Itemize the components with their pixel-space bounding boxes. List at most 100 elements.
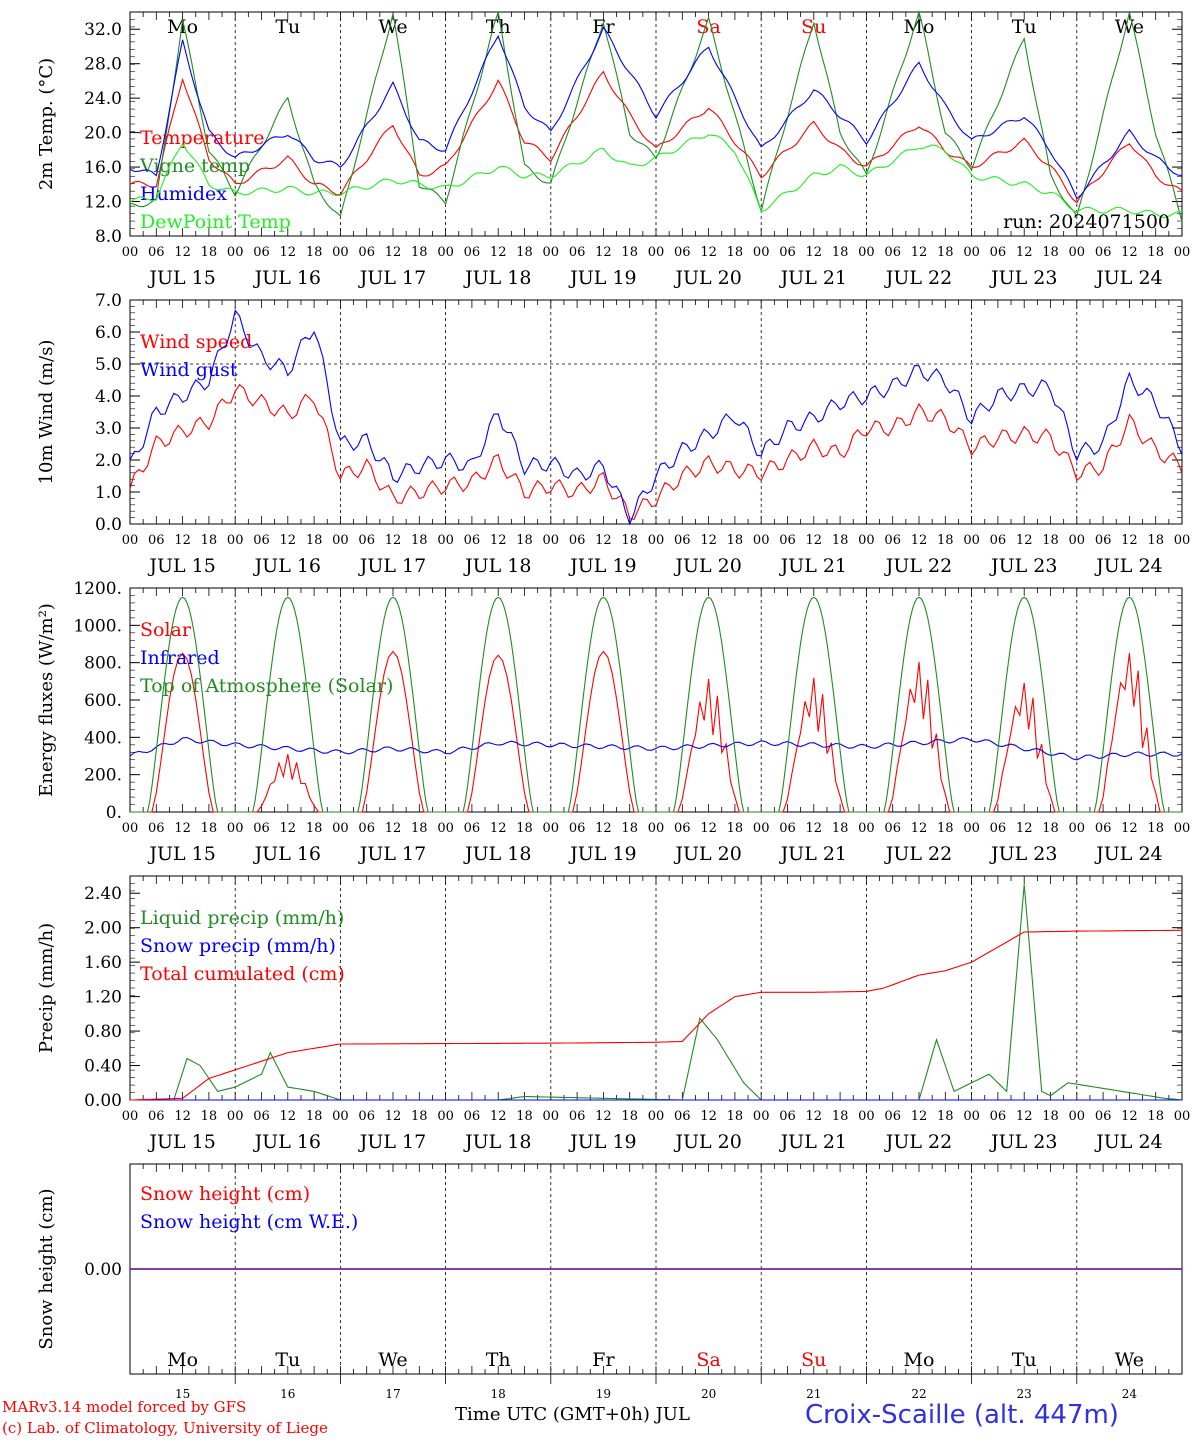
series-total-cumulated-cm [129, 929, 1182, 1101]
y-tick-label: 2.40 [84, 884, 122, 904]
hour-tick-label: 18 [201, 821, 218, 836]
hour-tick-label: 00 [858, 533, 875, 548]
hour-tick-label: 12 [806, 821, 823, 836]
hour-tick-label: 12 [1016, 1109, 1033, 1124]
date-label: JUL 19 [568, 555, 636, 577]
hour-tick-label: 00 [543, 821, 560, 836]
hour-tick-label: 12 [1121, 533, 1138, 548]
y-tick-label: 32.0 [84, 20, 122, 40]
legend-vigne-temp: Vigne temp [139, 155, 250, 177]
y-tick-label: 16.0 [84, 158, 122, 178]
day-of-week-label: Fr [592, 1349, 615, 1371]
hour-tick-label: 18 [937, 1109, 954, 1124]
model-credit: MARv3.14 model forced by GFS [2, 1398, 247, 1416]
hour-tick-label: 00 [1069, 245, 1086, 260]
hour-tick-label: 06 [674, 821, 691, 836]
date-label: JUL 15 [147, 267, 215, 289]
hour-tick-label: 00 [1174, 1109, 1191, 1124]
day-number-label: 23 [1017, 1387, 1032, 1401]
hour-tick-label: 00 [963, 245, 980, 260]
y-tick-label: 6.0 [95, 323, 122, 343]
date-label: JUL 17 [358, 1131, 426, 1153]
hour-tick-label: 18 [201, 1109, 218, 1124]
day-number-label: 15 [175, 1387, 190, 1401]
hour-tick-label: 00 [227, 1109, 244, 1124]
hour-tick-label: 18 [832, 245, 849, 260]
hour-tick-label: 06 [779, 1109, 796, 1124]
hour-tick-label: 00 [648, 533, 665, 548]
hour-tick-label: 06 [148, 821, 165, 836]
hour-tick-label: 12 [1016, 245, 1033, 260]
hour-tick-label: 18 [411, 821, 428, 836]
hour-tick-label: 06 [990, 533, 1007, 548]
hour-tick-label: 18 [306, 821, 323, 836]
hour-tick-label: 00 [1069, 821, 1086, 836]
hour-tick-label: 12 [280, 245, 297, 260]
day-number-label: 20 [701, 1387, 716, 1401]
hour-tick-label: 06 [674, 245, 691, 260]
hour-tick-label: 18 [1147, 821, 1164, 836]
hour-tick-label: 12 [1121, 245, 1138, 260]
hour-tick-label: 18 [306, 1109, 323, 1124]
day-of-week-label: We [1115, 1349, 1144, 1371]
hour-tick-label: 18 [1042, 1109, 1059, 1124]
hour-tick-label: 12 [280, 821, 297, 836]
hour-tick-label: 00 [122, 245, 139, 260]
hour-tick-label: 18 [306, 245, 323, 260]
hour-tick-label: 12 [700, 1109, 717, 1124]
hour-tick-label: 00 [963, 821, 980, 836]
hour-tick-label: 12 [1016, 821, 1033, 836]
day-of-week-label: Mo [904, 1349, 935, 1371]
hour-tick-label: 12 [280, 1109, 297, 1124]
panel-temperature: 8.0 12.0 16.0 20.0 24.0 28.0 32.0 2m Temp. (°C)… [36, 9, 1191, 289]
hour-tick-label: 12 [385, 245, 402, 260]
hour-tick-label: 06 [1095, 245, 1112, 260]
panel-snow: 0.00 Snow height (cm) Mo Tu We Th Fr Sa Su Mo Tu We… [36, 1163, 1183, 1401]
hour-tick-label: 00 [963, 1109, 980, 1124]
day-of-week-label: Mo [167, 1349, 198, 1371]
y-tick-label: 2.00 [84, 919, 122, 939]
hour-tick-label: 00 [753, 1109, 770, 1124]
hour-tick-label: 00 [122, 821, 139, 836]
hour-tick-label: 18 [411, 245, 428, 260]
legend-snow-height-cm-w-e: Snow height (cm W.E.) [140, 1211, 358, 1233]
hour-tick-label: 00 [332, 1109, 349, 1124]
hour-tick-label: 00 [332, 821, 349, 836]
y-tick-label: 200. [84, 766, 122, 786]
hour-tick-label: 18 [1042, 821, 1059, 836]
hour-tick-label: 00 [858, 821, 875, 836]
hour-tick-label: 00 [437, 533, 454, 548]
date-label: JUL 18 [463, 1131, 531, 1153]
y-tick-label: 1.60 [84, 953, 122, 973]
hour-tick-label: 12 [280, 533, 297, 548]
run-label: run: 2024071500 [1003, 211, 1170, 233]
y-tick-label: 12.0 [84, 193, 122, 213]
date-label: JUL 21 [779, 1131, 847, 1153]
hour-tick-label: 06 [464, 1109, 481, 1124]
hour-tick-label: 06 [884, 1109, 901, 1124]
hour-tick-label: 00 [648, 1109, 665, 1124]
station-name: Croix-Scaille (alt. 447m) [805, 1400, 1119, 1430]
date-label: JUL 22 [884, 1131, 952, 1153]
day-of-week-label: Mo [167, 16, 198, 38]
day-of-week-label: Su [801, 1349, 826, 1371]
hour-tick-label: 12 [490, 533, 507, 548]
y-tick-label: 600. [84, 691, 122, 711]
series-vigne-temp [129, 9, 1183, 222]
hour-tick-label: 12 [911, 1109, 928, 1124]
hour-tick-label: 06 [884, 245, 901, 260]
hour-tick-label: 00 [648, 245, 665, 260]
panel-energy: 0. 200. 400. 600. 800. 1000. 1200. Energy fluxe… [36, 579, 1190, 865]
hour-tick-label: 06 [990, 1109, 1007, 1124]
hour-tick-label: 00 [1174, 245, 1191, 260]
hour-tick-label: 06 [674, 533, 691, 548]
hour-tick-label: 18 [516, 821, 533, 836]
series-dewpoint-temp [129, 134, 1183, 219]
hour-tick-label: 12 [806, 245, 823, 260]
date-label: JUL 23 [989, 267, 1057, 289]
hour-tick-label: 06 [358, 1109, 375, 1124]
y-tick-label: 3.0 [95, 419, 122, 439]
y-tick-label: 0.00 [84, 1260, 122, 1280]
hour-tick-label: 06 [253, 821, 270, 836]
